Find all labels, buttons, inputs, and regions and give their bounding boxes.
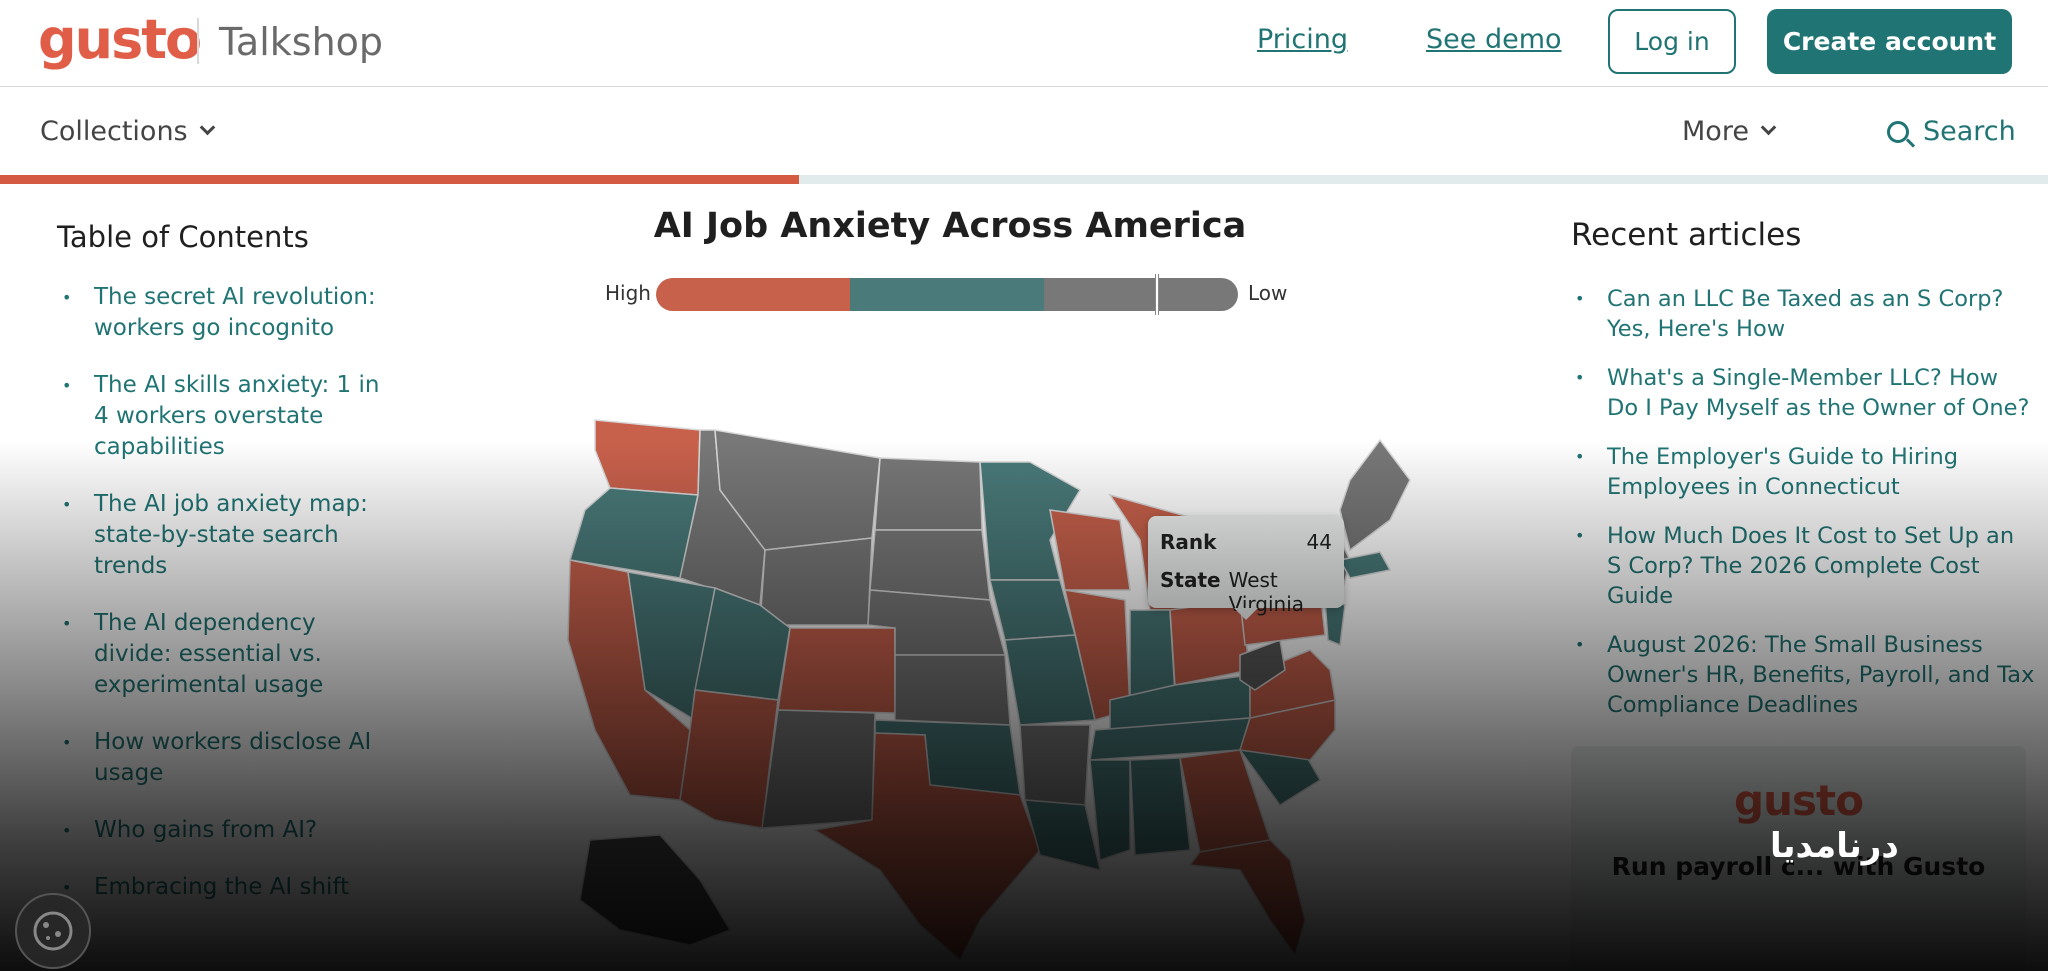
toc-item[interactable]: Embracing the AI shift xyxy=(62,872,382,903)
reading-progress-bar xyxy=(0,175,2048,184)
sub-navigation: Collections More Search xyxy=(0,88,2048,175)
logo-divider xyxy=(197,18,199,64)
gusto-logo[interactable]: gusto xyxy=(38,8,202,71)
state-alaska xyxy=(579,834,732,946)
recent-article-link[interactable]: What's a Single-Member LLC? How Do I Pay… xyxy=(1575,363,2035,423)
cookie-icon xyxy=(33,911,73,951)
toc-title: Table of Contents xyxy=(57,220,309,254)
tooltip-rank-row: Rank 44 xyxy=(1160,530,1332,554)
recent-article-link[interactable]: How Much Does It Cost to Set Up an S Cor… xyxy=(1575,521,2035,611)
tooltip-state-row: State West Virginia xyxy=(1160,568,1332,616)
login-button[interactable]: Log in xyxy=(1608,9,1736,74)
state-iowa xyxy=(989,579,1076,641)
state-alabama xyxy=(1129,757,1191,856)
state-wyoming xyxy=(759,537,873,626)
see-demo-link[interactable]: See demo xyxy=(1426,24,1562,55)
state-new-mexico xyxy=(761,709,876,829)
legend-position-marker xyxy=(1155,274,1159,315)
search-icon xyxy=(1887,120,1909,143)
recent-articles-list: Can an LLC Be Taxed as an S Corp? Yes, H… xyxy=(1575,284,2035,739)
recent-article-link[interactable]: August 2026: The Small Business Owner's … xyxy=(1575,630,2035,720)
toc-list: The secret AI revolution: workers go inc… xyxy=(62,282,382,929)
recent-article-link[interactable]: Can an LLC Be Taxed as an S Corp? Yes, H… xyxy=(1575,284,2035,344)
cookie-settings-button[interactable] xyxy=(15,893,91,969)
map-title: AI Job Anxiety Across America xyxy=(653,206,1247,246)
state-florida xyxy=(1188,839,1306,957)
tooltip-rank-label: Rank xyxy=(1160,530,1217,554)
legend-mid-segment xyxy=(850,278,1044,311)
promo-gusto-logo: gusto xyxy=(1734,776,1864,825)
state-south-dakota xyxy=(869,529,991,601)
watermark-logo: درنامدیا xyxy=(1770,826,1899,866)
recent-articles-title: Recent articles xyxy=(1571,217,1802,253)
state-colorado xyxy=(777,627,896,714)
state-louisiana xyxy=(1023,799,1102,872)
legend-high-segment xyxy=(656,278,850,311)
state-mississippi xyxy=(1089,759,1131,862)
top-header: gusto Talkshop Pricing See demo Log in C… xyxy=(0,0,2048,87)
toc-item[interactable]: The secret AI revolution: workers go inc… xyxy=(62,282,382,344)
state-wisconsin xyxy=(1049,509,1131,591)
state-washington xyxy=(594,419,701,496)
talkshop-brand[interactable]: Talkshop xyxy=(219,20,384,64)
tooltip-state-label: State xyxy=(1160,568,1221,592)
toc-item[interactable]: The AI job anxiety map: state-by-state s… xyxy=(62,489,382,582)
toc-item[interactable]: Who gains from AI? xyxy=(62,815,382,846)
state-kansas xyxy=(894,654,1011,726)
pricing-link[interactable]: Pricing xyxy=(1257,24,1349,55)
state-arizona xyxy=(679,689,779,829)
toc-item[interactable]: The AI skills anxiety: 1 in 4 workers ov… xyxy=(62,370,382,463)
legend-low-segment xyxy=(1044,278,1238,311)
toc-item[interactable]: The AI dependency divide: essential vs. … xyxy=(62,608,382,701)
state-north-dakota xyxy=(874,457,983,531)
map-tooltip: Rank 44 State West Virginia xyxy=(1148,516,1344,620)
recent-article-link[interactable]: The Employer's Guide to Hiring Employees… xyxy=(1575,442,2035,502)
chevron-down-icon xyxy=(1760,119,1777,136)
chevron-down-icon xyxy=(199,119,215,136)
us-choropleth-map[interactable] xyxy=(550,400,1420,971)
search-button[interactable]: Search xyxy=(1887,116,2016,147)
collections-menu[interactable]: Collections xyxy=(40,116,215,147)
tooltip-rank-value: 44 xyxy=(1306,530,1332,554)
collections-label: Collections xyxy=(40,116,188,147)
state-new-england xyxy=(1339,438,1411,552)
legend-high-label: High xyxy=(605,281,651,305)
map-legend-bar xyxy=(656,278,1238,311)
state-arkansas xyxy=(1019,724,1091,806)
create-account-button[interactable]: Create account xyxy=(1767,9,2012,74)
legend-low-label: Low xyxy=(1248,281,1288,305)
toc-item[interactable]: How workers disclose AI usage xyxy=(62,727,382,789)
reading-progress-fill xyxy=(0,175,799,184)
tooltip-state-value: West Virginia xyxy=(1228,568,1305,616)
more-label: More xyxy=(1682,116,1749,147)
search-label: Search xyxy=(1923,116,2016,147)
more-menu[interactable]: More xyxy=(1682,116,1777,147)
